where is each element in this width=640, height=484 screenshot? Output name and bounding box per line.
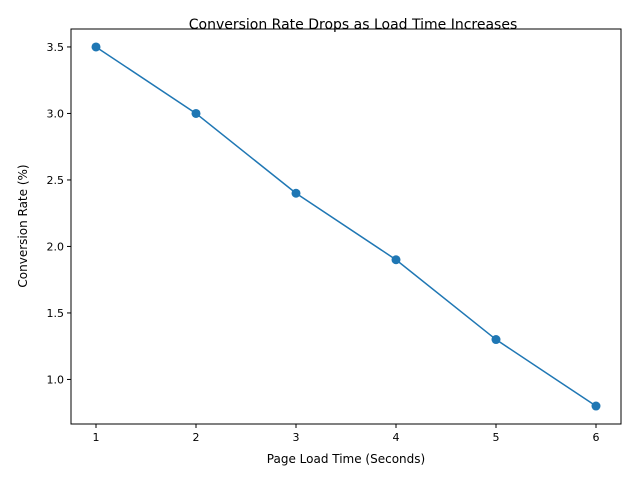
y-tick-label: 2.5 — [47, 174, 65, 187]
data-point — [391, 255, 401, 265]
chart-title: Conversion Rate Drops as Load Time Incre… — [189, 17, 518, 33]
y-tick-label: 1.0 — [47, 373, 65, 386]
plot-area — [70, 28, 622, 425]
x-axis: 1 2 3 4 5 6 — [93, 424, 600, 444]
data-point — [191, 108, 201, 118]
x-tick-label: 6 — [593, 431, 600, 444]
x-tick-label: 2 — [193, 431, 200, 444]
y-tick-label: 2.0 — [47, 240, 65, 253]
series-line — [95, 46, 597, 407]
data-point — [491, 335, 501, 345]
data-point — [291, 188, 301, 198]
data-point — [591, 401, 601, 411]
y-axis: 1.0 1.5 2.0 2.5 3.0 3.5 — [47, 41, 71, 386]
x-tick-label: 5 — [493, 431, 500, 444]
series-layer — [91, 42, 601, 411]
x-tick-label: 3 — [293, 431, 300, 444]
plot-frame — [70, 28, 622, 425]
x-tick-label: 4 — [393, 431, 400, 444]
x-tick-label: 1 — [93, 431, 100, 444]
data-point — [91, 42, 101, 52]
y-tick-label: 3.5 — [47, 41, 65, 54]
y-tick-label: 3.0 — [47, 107, 65, 120]
y-axis-label: Conversion Rate (%) — [16, 164, 30, 287]
y-tick-label: 1.5 — [47, 307, 65, 320]
x-axis-label: Page Load Time (Seconds) — [267, 452, 425, 466]
